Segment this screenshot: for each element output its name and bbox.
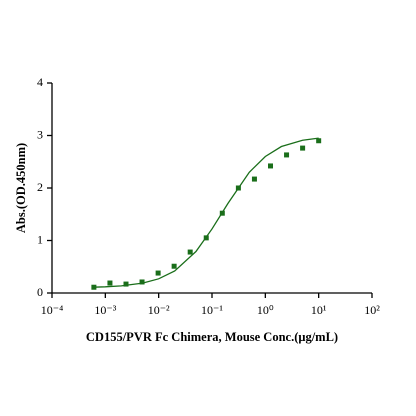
y-axis-title: Abs.(OD.450nm) — [14, 143, 28, 233]
x-tick-label: 10² — [364, 303, 380, 317]
fit-curve — [93, 137, 319, 288]
data-point — [316, 138, 322, 144]
x-tick-label: 10¹ — [311, 303, 327, 317]
y-tick-label: 0 — [37, 285, 43, 299]
data-point — [284, 152, 290, 158]
data-point — [268, 163, 274, 169]
x-axis-title: CD155/PVR Fc Chimera, Mouse Conc.(μg/mL) — [86, 330, 338, 344]
y-tick-label: 2 — [37, 180, 43, 194]
data-point — [107, 280, 113, 286]
y-tick-label: 1 — [37, 232, 43, 246]
data-point — [171, 263, 177, 269]
data-point — [139, 279, 145, 285]
x-tick-label: 10⁻² — [148, 303, 170, 317]
y-tick-label: 4 — [37, 75, 43, 89]
y-tick-label: 3 — [37, 127, 43, 141]
data-point — [251, 176, 257, 182]
x-tick-label: 10⁻¹ — [201, 303, 223, 317]
data-point — [300, 145, 306, 151]
data-point — [155, 270, 161, 276]
data-point — [187, 249, 193, 255]
x-tick-label: 10⁰ — [257, 303, 274, 317]
data-point — [123, 281, 129, 287]
x-tick-label: 10⁻⁴ — [41, 303, 64, 317]
x-tick-label: 10⁻³ — [94, 303, 116, 317]
